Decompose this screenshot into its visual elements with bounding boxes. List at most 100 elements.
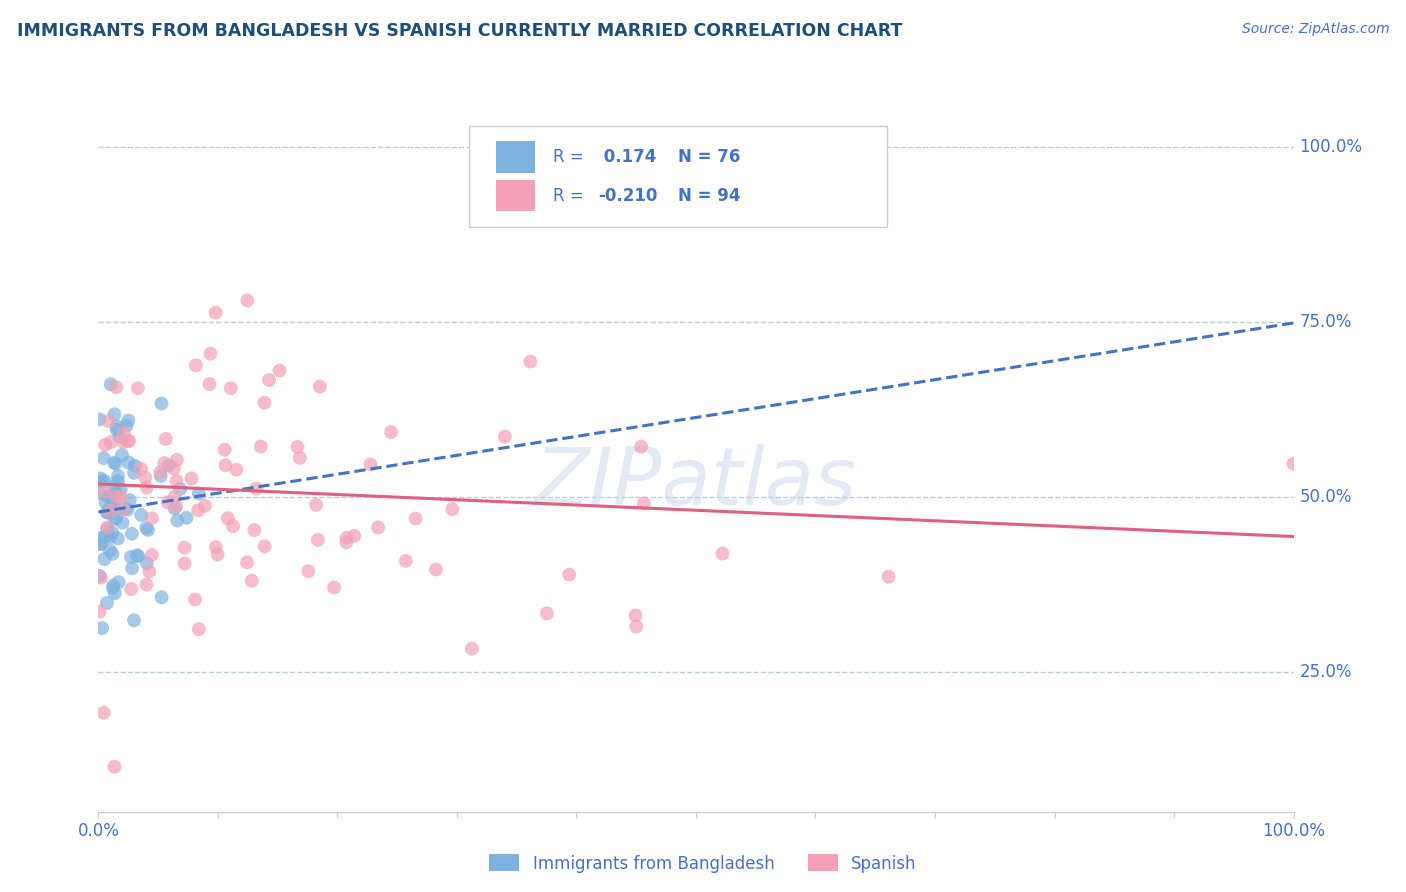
Point (94, 438, 117, 452)
Point (163, 490, 186, 504)
Point (343, 529, 366, 543)
Point (169, 482, 191, 496)
Point (103, 456, 125, 470)
Point (194, 499, 217, 513)
Point (141, 548, 163, 562)
Point (105, 510, 128, 524)
Point (104, 495, 127, 509)
Point (96, 520, 118, 534)
Text: 75.0%: 75.0% (1299, 312, 1353, 331)
Point (135, 521, 157, 535)
Point (96, 596, 118, 610)
Point (187, 622, 209, 636)
Point (107, 474, 129, 488)
Point (236, 293, 259, 308)
Point (101, 525, 124, 540)
Point (117, 456, 139, 470)
Point (89, 471, 111, 485)
Point (98, 543, 121, 558)
Point (184, 592, 207, 607)
Point (114, 501, 136, 516)
Point (122, 466, 145, 480)
Point (89, 537, 111, 551)
Point (90, 571, 112, 585)
Point (101, 498, 124, 512)
Point (129, 508, 152, 522)
Point (257, 373, 280, 387)
Point (405, 511, 427, 525)
FancyBboxPatch shape (496, 180, 534, 211)
Point (200, 347, 222, 361)
Point (153, 456, 176, 470)
Point (219, 381, 242, 395)
Point (624, 608, 647, 623)
Text: R =: R = (553, 186, 589, 204)
Point (176, 510, 198, 524)
Text: 100.0%: 100.0% (1299, 137, 1362, 155)
Point (214, 442, 236, 457)
Point (336, 531, 359, 545)
Point (118, 434, 141, 448)
Point (165, 500, 187, 514)
Text: 0.174: 0.174 (598, 148, 657, 166)
Point (97, 506, 120, 520)
Point (240, 574, 263, 588)
Point (135, 481, 157, 495)
Point (150, 591, 173, 605)
Point (105, 419, 128, 434)
Point (441, 502, 464, 516)
Text: IMMIGRANTS FROM BANGLADESH VS SPANISH CURRENTLY MARRIED CORRELATION CHART: IMMIGRANTS FROM BANGLADESH VS SPANISH CU… (17, 22, 903, 40)
Point (89, 569, 111, 583)
Point (633, 496, 655, 510)
Point (93, 552, 115, 566)
Point (100, 435, 122, 450)
Point (97, 414, 120, 428)
Point (494, 429, 516, 443)
Point (288, 450, 311, 465)
Point (156, 495, 179, 509)
Point (117, 434, 139, 448)
Point (184, 359, 207, 373)
Point (150, 396, 173, 410)
Text: 50.0%: 50.0% (1299, 488, 1353, 506)
Point (93, 706, 115, 720)
Point (110, 482, 132, 496)
Point (94, 484, 117, 499)
Point (129, 461, 152, 475)
FancyBboxPatch shape (496, 141, 534, 173)
Point (163, 461, 186, 475)
Point (121, 561, 143, 575)
Point (112, 434, 135, 449)
Point (558, 567, 581, 582)
Point (395, 554, 418, 568)
Point (104, 457, 127, 471)
Point (163, 501, 186, 516)
Point (94, 530, 117, 544)
Point (360, 458, 382, 472)
Point (100, 377, 122, 392)
FancyBboxPatch shape (470, 126, 887, 227)
Point (136, 523, 159, 537)
Point (121, 526, 143, 541)
Point (166, 514, 188, 528)
Point (367, 520, 389, 534)
Point (204, 540, 226, 554)
Point (103, 578, 125, 592)
Point (380, 425, 402, 439)
Point (236, 555, 259, 569)
Point (127, 549, 149, 563)
Point (91, 621, 114, 635)
Point (91, 475, 114, 489)
Text: 25.0%: 25.0% (1299, 663, 1353, 681)
Point (243, 523, 266, 537)
Point (1282, 457, 1305, 471)
Point (122, 613, 145, 627)
Point (89, 486, 111, 500)
Point (94, 495, 117, 509)
Point (630, 440, 652, 454)
Legend: Immigrants from Bangladesh, Spanish: Immigrants from Bangladesh, Spanish (482, 847, 924, 880)
Point (519, 354, 541, 368)
Point (104, 485, 127, 500)
Point (308, 379, 330, 393)
Point (100, 530, 122, 544)
